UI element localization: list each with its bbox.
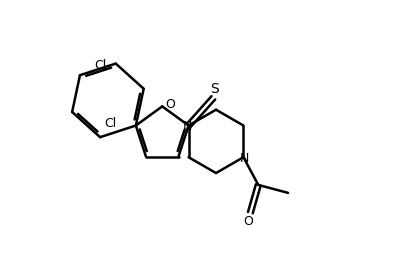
Text: S: S <box>210 82 219 96</box>
Text: N: N <box>183 120 192 133</box>
Text: O: O <box>243 215 253 228</box>
Text: Cl: Cl <box>94 59 106 72</box>
Text: N: N <box>240 152 249 165</box>
Text: Cl: Cl <box>104 117 116 130</box>
Text: O: O <box>165 98 175 111</box>
